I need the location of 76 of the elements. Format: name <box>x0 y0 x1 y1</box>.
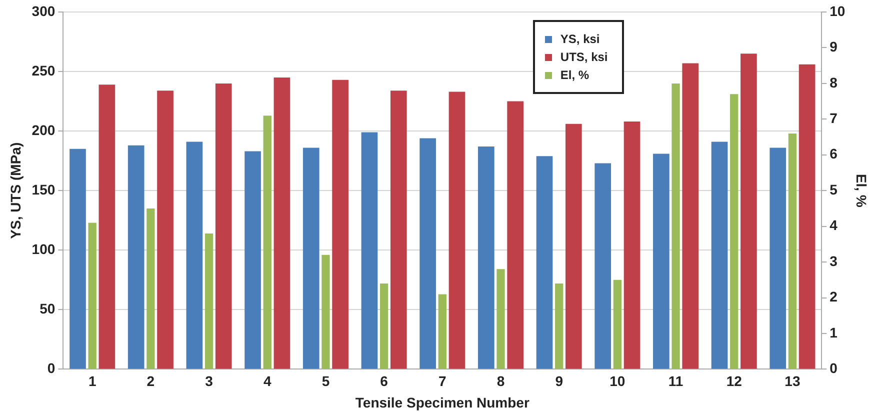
bar <box>448 92 466 369</box>
bar <box>380 283 388 369</box>
bar <box>186 142 203 369</box>
y2-tick-label: 2 <box>830 288 838 305</box>
bar <box>788 133 797 369</box>
y2-tick-label: 4 <box>830 217 838 234</box>
y2-tick-label: 1 <box>830 324 838 340</box>
bar <box>263 116 272 369</box>
y-tick-label: 100 <box>32 240 56 257</box>
y2-tick-label: 9 <box>830 38 838 55</box>
bar <box>88 222 96 369</box>
y-tick-label: 50 <box>40 300 56 317</box>
x-tick-label: 6 <box>380 373 388 390</box>
x-tick-label: 5 <box>322 373 330 390</box>
y2-tick-label: 7 <box>830 110 838 126</box>
x-tick-label: 7 <box>438 373 446 390</box>
bar <box>146 208 155 369</box>
bar <box>496 269 505 369</box>
y-tick-label: 200 <box>32 122 56 138</box>
bar <box>390 90 407 369</box>
x-tick-label: 8 <box>496 373 505 390</box>
x-axis-title: Tensile Specimen Number <box>355 394 530 410</box>
bar <box>128 145 144 369</box>
legend-label: YS, ksi <box>560 32 600 46</box>
x-tick-label: 2 <box>146 373 155 390</box>
bar <box>332 80 348 369</box>
bar <box>536 156 553 369</box>
x-tick-label: 13 <box>784 373 800 390</box>
x-tick-label: 10 <box>610 373 626 390</box>
bar <box>682 63 699 369</box>
bar <box>322 254 330 369</box>
bar <box>244 151 261 369</box>
y2-tick-label: 6 <box>830 146 838 162</box>
bar <box>215 83 232 369</box>
bar <box>711 142 728 369</box>
bar <box>478 146 494 369</box>
x-tick-label: 3 <box>205 373 214 390</box>
x-tick-label: 1 <box>88 373 96 390</box>
y-tick-label: 300 <box>32 2 56 19</box>
bar <box>770 148 786 369</box>
bar <box>740 54 757 369</box>
legend-label: UTS, ksi <box>560 50 608 64</box>
bar <box>566 124 582 369</box>
bar <box>361 132 378 369</box>
y2-tick-label: 3 <box>830 252 838 269</box>
bar <box>438 294 446 369</box>
legend-label: El, % <box>560 68 590 82</box>
x-tick-label: 4 <box>263 373 272 390</box>
x-tick-label: 9 <box>555 373 564 390</box>
y2-tick-label: 5 <box>830 181 838 198</box>
y2-tick-label: 8 <box>830 74 838 90</box>
bar <box>302 148 320 369</box>
bar <box>507 101 524 369</box>
bar <box>554 283 564 369</box>
y2-tick-label: 0 <box>830 360 838 376</box>
y-tick-label: 150 <box>32 181 56 198</box>
bar <box>613 280 622 369</box>
bar <box>594 163 612 369</box>
y-tick-label: 250 <box>32 62 56 78</box>
x-tick-label: 12 <box>726 373 742 390</box>
y-axis-title: YS, UTS (MPa) <box>7 142 24 239</box>
bar <box>274 77 290 369</box>
bar <box>420 138 436 369</box>
bar <box>98 84 116 369</box>
bar <box>204 233 214 369</box>
bar <box>70 148 86 369</box>
bar <box>624 122 640 369</box>
bar <box>798 64 816 369</box>
bar <box>157 90 174 369</box>
bar <box>653 154 670 369</box>
y2-tick-label: 10 <box>830 2 846 19</box>
bar <box>672 83 680 369</box>
x-tick-label: 11 <box>668 373 684 390</box>
bar <box>730 94 738 369</box>
y2-axis-title: El, % <box>854 174 870 208</box>
y-tick-label: 0 <box>47 360 56 376</box>
